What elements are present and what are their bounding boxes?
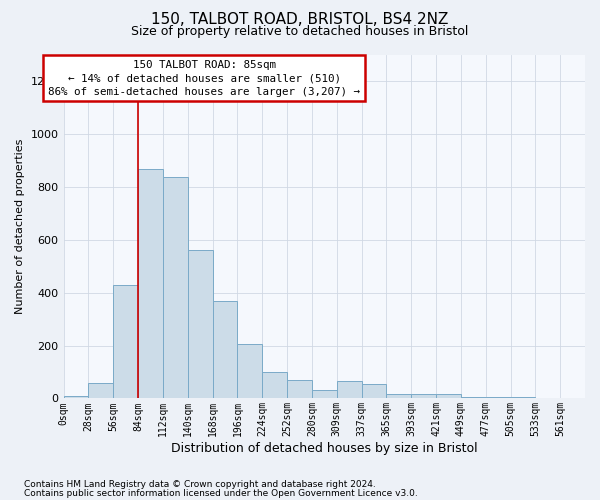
Bar <box>362 384 386 398</box>
Bar <box>337 381 362 398</box>
Bar <box>436 394 461 398</box>
X-axis label: Distribution of detached houses by size in Bristol: Distribution of detached houses by size … <box>171 442 478 455</box>
Bar <box>461 397 485 398</box>
Bar <box>238 344 262 399</box>
Bar <box>386 394 411 398</box>
Bar <box>188 250 212 398</box>
Bar <box>262 372 287 398</box>
Bar <box>485 397 511 398</box>
Bar <box>511 397 535 398</box>
Bar <box>138 168 163 398</box>
Text: Contains HM Land Registry data © Crown copyright and database right 2024.: Contains HM Land Registry data © Crown c… <box>24 480 376 489</box>
Text: Size of property relative to detached houses in Bristol: Size of property relative to detached ho… <box>131 25 469 38</box>
Bar <box>113 285 138 399</box>
Bar <box>287 380 312 398</box>
Bar <box>411 394 436 398</box>
Text: 150, TALBOT ROAD, BRISTOL, BS4 2NZ: 150, TALBOT ROAD, BRISTOL, BS4 2NZ <box>151 12 449 28</box>
Y-axis label: Number of detached properties: Number of detached properties <box>15 139 25 314</box>
Bar <box>64 396 88 398</box>
Text: Contains public sector information licensed under the Open Government Licence v3: Contains public sector information licen… <box>24 489 418 498</box>
Bar <box>212 300 238 398</box>
Bar <box>312 390 337 398</box>
Bar <box>88 382 113 398</box>
Text: 150 TALBOT ROAD: 85sqm
← 14% of detached houses are smaller (510)
86% of semi-de: 150 TALBOT ROAD: 85sqm ← 14% of detached… <box>49 60 361 96</box>
Bar <box>163 176 188 398</box>
